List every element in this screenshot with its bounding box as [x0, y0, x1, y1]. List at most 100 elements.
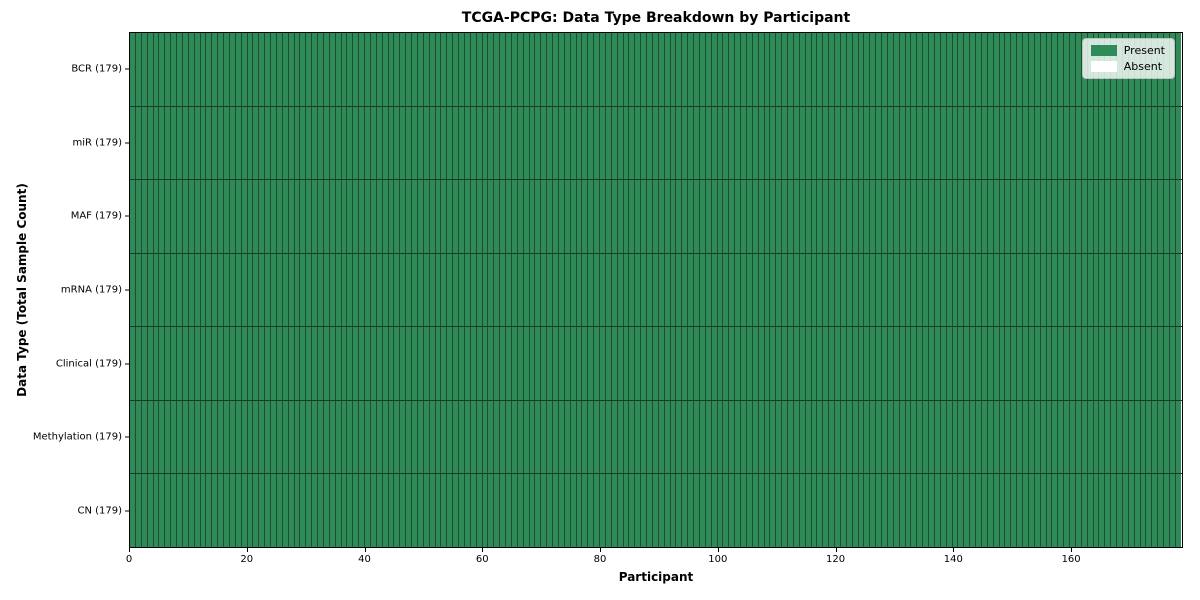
- heatmap-cell: [835, 180, 841, 253]
- heatmap-cell: [423, 33, 430, 106]
- heatmap-cell: [876, 400, 882, 474]
- heatmap-cell: [229, 327, 236, 400]
- heatmap-cell: [770, 180, 777, 253]
- heatmap-cell: [1158, 474, 1164, 548]
- heatmap-cell: [1017, 106, 1023, 180]
- heatmap-cell: [276, 474, 283, 548]
- heatmap-cell: [535, 180, 542, 253]
- heatmap-cell: [1128, 106, 1135, 180]
- heatmap-cell: [300, 400, 307, 474]
- heatmap-cell: [764, 327, 771, 400]
- heatmap-cell: [717, 106, 724, 180]
- heatmap-cell: [130, 106, 136, 180]
- heatmap-cell: [200, 474, 207, 548]
- heatmap-cell: [617, 474, 624, 548]
- heatmap-cell: [811, 180, 818, 253]
- heatmap-cell: [288, 474, 295, 548]
- heatmap-cell: [235, 33, 242, 106]
- heatmap-cell: [476, 327, 483, 400]
- heatmap-cell: [1005, 106, 1012, 180]
- heatmap-cell: [224, 180, 230, 253]
- heatmap-cell: [417, 106, 424, 180]
- heatmap-cell: [412, 180, 418, 253]
- heatmap-cell: [1087, 253, 1094, 327]
- heatmap-cell: [406, 253, 412, 327]
- heatmap-cell: [899, 106, 906, 180]
- heatmap-cell: [500, 253, 506, 327]
- heatmap-cell: [870, 33, 877, 106]
- heatmap-cell: [464, 327, 471, 400]
- heatmap-cell: [435, 33, 442, 106]
- heatmap-cell: [682, 400, 689, 474]
- x-tick-label: 120: [826, 554, 846, 565]
- heatmap-cell: [887, 253, 894, 327]
- heatmap-cell: [353, 180, 360, 253]
- heatmap-cell: [294, 33, 301, 106]
- heatmap-cell: [141, 33, 148, 106]
- heatmap-cell: [917, 33, 924, 106]
- heatmap-cell: [864, 33, 871, 106]
- heatmap-cell: [817, 327, 824, 400]
- heatmap-cell: [1017, 33, 1023, 106]
- heatmap-cell: [1169, 253, 1176, 327]
- heatmap-cell: [682, 106, 689, 180]
- heatmap-cell: [929, 400, 935, 474]
- heatmap-cell: [558, 180, 565, 253]
- heatmap-cell: [1175, 327, 1181, 400]
- heatmap-cell: [435, 180, 442, 253]
- heatmap-cell: [523, 327, 530, 400]
- heatmap-cell: [694, 180, 700, 253]
- heatmap-cell: [429, 33, 436, 106]
- heatmap-cell: [365, 180, 371, 253]
- heatmap-cell: [835, 327, 841, 400]
- heatmap-cell: [752, 253, 759, 327]
- heatmap-cell: [864, 400, 871, 474]
- heatmap-cell: [1070, 33, 1076, 106]
- heatmap-cell: [923, 253, 929, 327]
- y-tick-mark: [125, 68, 129, 70]
- heatmap-cell: [459, 400, 465, 474]
- heatmap-cell: [1052, 474, 1059, 548]
- heatmap-cell: [253, 253, 260, 327]
- y-tick-label: CN (179): [77, 505, 122, 517]
- heatmap-cell: [629, 327, 636, 400]
- heatmap-cell: [347, 327, 354, 400]
- heatmap-cell: [629, 106, 636, 180]
- y-tick-mark: [125, 510, 129, 512]
- heatmap-cell: [1011, 106, 1018, 180]
- heatmap-cell: [247, 33, 254, 106]
- heatmap-cell: [600, 33, 606, 106]
- heatmap-cell: [864, 106, 871, 180]
- heatmap-cell: [1140, 474, 1147, 548]
- heatmap-cell: [958, 33, 965, 106]
- heatmap-cell: [811, 33, 818, 106]
- heatmap-cell: [447, 180, 454, 253]
- heatmap-cell: [782, 327, 788, 400]
- heatmap-row-BCR: [130, 33, 1182, 107]
- heatmap-cell: [135, 33, 142, 106]
- heatmap-cell: [1087, 180, 1094, 253]
- heatmap-cell: [470, 33, 477, 106]
- heatmap-cell: [694, 106, 700, 180]
- heatmap-cell: [359, 327, 365, 400]
- heatmap-cell: [752, 180, 759, 253]
- heatmap-cell: [370, 400, 377, 474]
- heatmap-cell: [547, 327, 553, 400]
- heatmap-cell: [259, 180, 266, 253]
- heatmap-cell: [359, 106, 365, 180]
- heatmap-cell: [699, 474, 706, 548]
- heatmap-cell: [476, 474, 483, 548]
- heatmap-cell: [171, 474, 177, 548]
- heatmap-cell: [682, 253, 689, 327]
- heatmap-cell: [887, 400, 894, 474]
- heatmap-cell: [1105, 400, 1112, 474]
- heatmap-cell: [1046, 327, 1053, 400]
- heatmap-cell: [729, 253, 736, 327]
- y-tick-label: miR (179): [72, 137, 122, 149]
- heatmap-cell: [188, 327, 195, 400]
- heatmap-cell: [453, 327, 459, 400]
- heatmap-cell: [823, 253, 830, 327]
- heatmap-cell: [670, 474, 677, 548]
- y-tick-mark: [125, 289, 129, 291]
- heatmap-cell: [600, 327, 606, 400]
